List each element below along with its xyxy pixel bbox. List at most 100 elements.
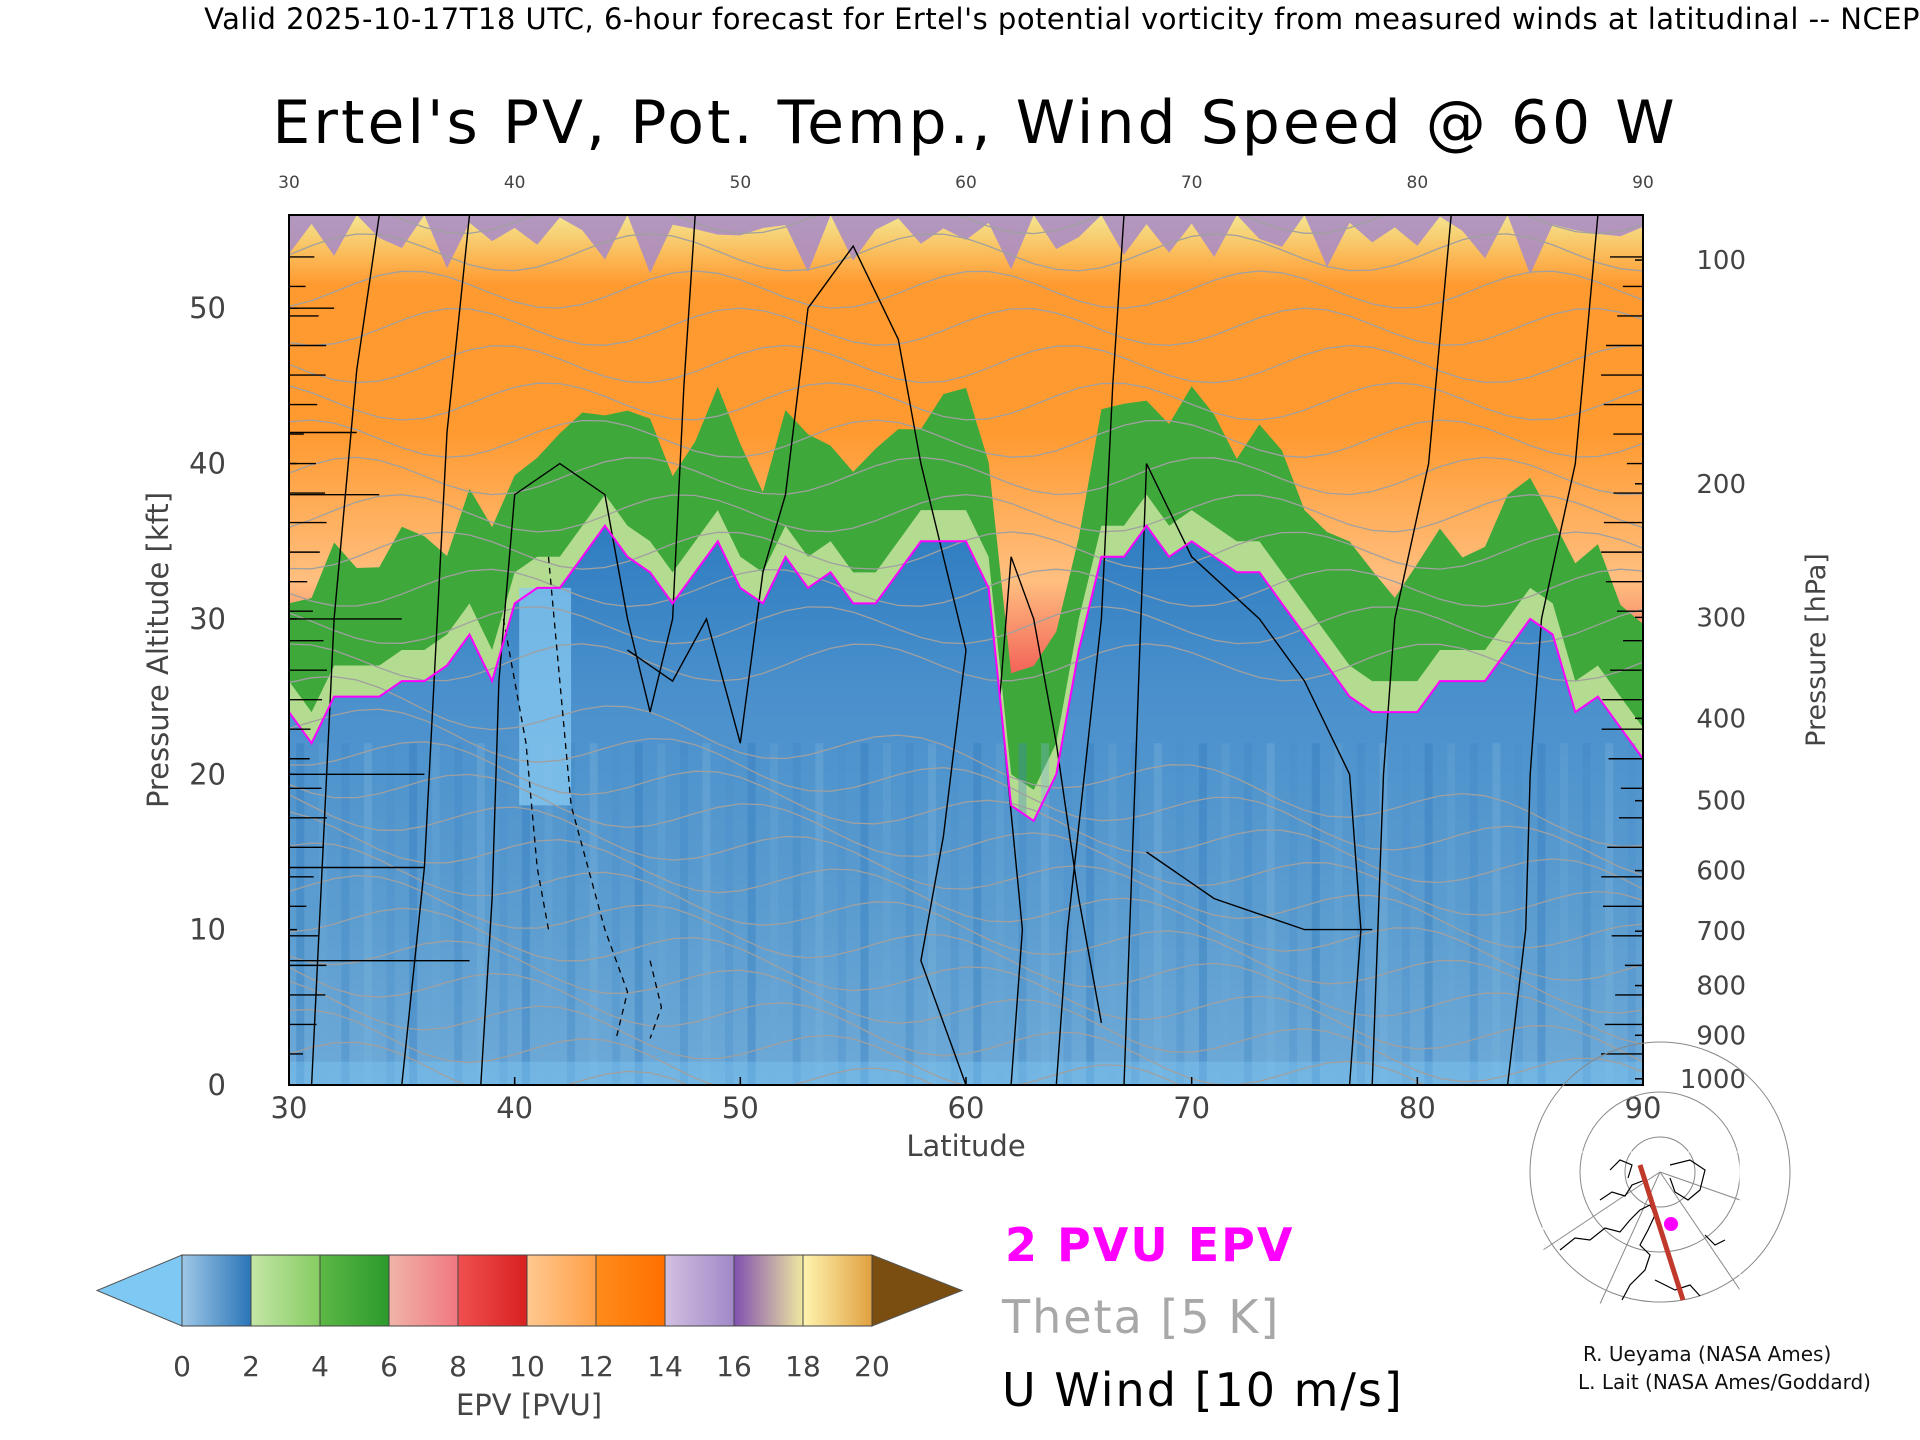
pressure-tick-label: 400: [1696, 704, 1746, 734]
chart-header: Valid 2025-10-17T18 UTC, 6-hour forecast…: [204, 2, 1920, 36]
low-pv-patch: [519, 587, 572, 806]
pressure-tick-label: 200: [1696, 470, 1746, 500]
x-tick-label: 70: [1173, 1091, 1210, 1125]
u-wind-contour-line: [999, 556, 1103, 1085]
theta-contour-line: [289, 675, 1643, 848]
map-graticule: [1529, 1041, 1791, 1305]
tropo-streak: [567, 743, 576, 1085]
tropo-streak: [995, 743, 1004, 1085]
colorbar-bin: [802, 1254, 873, 1327]
u-wind-contour-line: [627, 244, 967, 1085]
colorbar-tick-label: 14: [647, 1350, 683, 1383]
theta-contour-line: [289, 794, 1643, 949]
theta-contour-line: [289, 811, 1643, 982]
tropo-streak: [1086, 743, 1095, 1085]
colorbar-tick-label: 2: [242, 1350, 260, 1383]
theta-contour-line: [289, 456, 1643, 496]
colorbar-tick-label: 10: [509, 1350, 545, 1383]
y-tick-label: 10: [189, 913, 226, 947]
legend-uwind-label: U Wind [10 m/s]: [1002, 1363, 1404, 1417]
tropo-streak: [1289, 743, 1298, 1085]
x-tick-label: 50: [722, 1091, 759, 1125]
tropo-streak: [792, 743, 801, 1085]
x-axis-bottom: 30 40 50 60 70 80 90: [271, 1077, 1661, 1125]
theta-contour-line: [289, 773, 1643, 916]
tropo-streak: [747, 743, 756, 1085]
x-axis-top: 30 40 50 60 70 80 90: [278, 173, 1654, 193]
x-top-tick-label: 40: [504, 173, 526, 193]
theta-contour-line: [289, 907, 1643, 1063]
tropo-streak: [1176, 743, 1185, 1085]
theta-contour-line: [289, 232, 1643, 272]
y-tick-label: 20: [189, 757, 226, 791]
colorbar-tick-label: 6: [380, 1350, 398, 1383]
wind-barbs: [289, 256, 1643, 1055]
tropo-streak: [1198, 743, 1207, 1085]
y-tick-label: 0: [208, 1068, 226, 1102]
u-wind-contour-line: [401, 215, 471, 1085]
x-top-tick-label: 90: [1632, 173, 1654, 193]
tropo-streak: [1605, 743, 1614, 1085]
u-wind-contour-line: [1055, 215, 1125, 1085]
tropo-streak: [950, 743, 959, 1085]
legend-theta-label: Theta [5 K]: [1002, 1290, 1281, 1344]
u-wind-contour-line: [480, 215, 696, 1085]
x-tick-label: 80: [1399, 1091, 1436, 1125]
tropo-streak: [1447, 743, 1456, 1085]
x-axis-label: Latitude: [906, 1129, 1025, 1163]
tropo-streak: [409, 743, 418, 1085]
locator-map-inset: [1529, 1041, 1791, 1305]
tropo-streak: [499, 743, 508, 1085]
tropo-streak: [883, 743, 892, 1085]
tropo-streak: [544, 743, 553, 1085]
x-top-tick-label: 30: [278, 173, 300, 193]
tropo-streak: [476, 743, 485, 1085]
theta-contour-line: [289, 270, 1643, 309]
theta-contour-line: [289, 842, 1643, 1014]
tropo-streak: [1582, 743, 1591, 1085]
theta-contour-line: [289, 1009, 935, 1085]
y-tick-label: 40: [189, 447, 226, 481]
colorbar-label: EPV [PVU]: [456, 1388, 602, 1422]
tropo-streak: [521, 743, 530, 1085]
y-tick-label: 50: [189, 291, 226, 325]
theta-contour-line: [289, 741, 1643, 890]
pvu-2-contour: [289, 523, 1643, 823]
colorbar-bin: [319, 1254, 390, 1327]
theta-contour-line: [289, 980, 1181, 1085]
theta-contour-line: [289, 874, 1643, 1046]
colorbar-bin: [181, 1254, 252, 1327]
y-axis-right: 100 200 300 400 500 600 700 800 900 1000: [1635, 246, 1746, 1095]
negative-wind-contour-line: [649, 960, 663, 1039]
theta-contour-line: [289, 307, 1643, 347]
troposphere-fill: [289, 525, 1643, 1085]
colorbar-bin: [595, 1254, 666, 1327]
transect-marker: [1664, 1217, 1678, 1231]
tropo-streak: [1402, 743, 1411, 1085]
colorbar-tick-label: 12: [578, 1350, 614, 1383]
u-wind-contour-line: [1371, 215, 1452, 1085]
colorbar-tick-label: 16: [716, 1350, 752, 1383]
tropo-streak: [679, 743, 688, 1085]
tropo-streak: [1108, 743, 1117, 1085]
tropo-streak: [860, 743, 869, 1085]
tropo-streak: [928, 743, 937, 1085]
colorbar-bin: [250, 1254, 321, 1327]
colorbar: 0 2 4 6 8 10 12 14 16 18 20: [95, 1254, 964, 1383]
u-wind-contour-line: [1123, 463, 1362, 1085]
colorbar-bin: [388, 1254, 459, 1327]
tropo-streak: [1537, 743, 1546, 1085]
tropo-streak: [1131, 743, 1140, 1085]
colorbar-tick-label: 8: [449, 1350, 467, 1383]
x-top-tick-label: 50: [730, 173, 752, 193]
colorbar-tick-label: 20: [854, 1350, 890, 1383]
surface-light-band: [289, 1061, 1643, 1085]
tropo-streak: [905, 743, 914, 1085]
u-wind-contour-line: [1506, 215, 1599, 1085]
tropo-streak: [1356, 743, 1365, 1085]
theta-contour-line: [389, 215, 1643, 235]
tropo-streak: [725, 743, 734, 1085]
negative-wind-contour-line: [502, 618, 550, 930]
tropo-streak: [1514, 743, 1523, 1085]
tropo-streak: [973, 743, 982, 1085]
